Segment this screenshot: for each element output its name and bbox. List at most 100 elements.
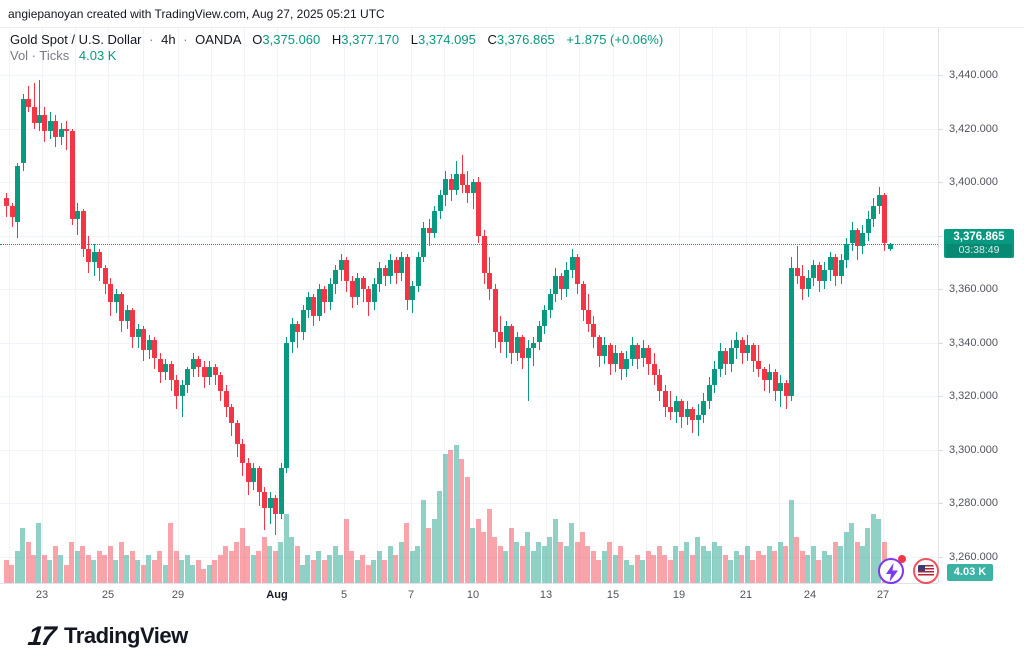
volume-bar: [135, 560, 141, 583]
ohlc-open: O3,375.060: [252, 32, 321, 47]
volume-bar: [157, 550, 163, 583]
candle-body: [135, 329, 141, 338]
ohlc-high: H3,377.170: [331, 32, 400, 47]
grid-line-v: [211, 28, 212, 583]
grid-line-v: [883, 28, 884, 583]
volume-bar: [788, 500, 794, 583]
grid-line-v: [646, 28, 647, 583]
volume-bar: [706, 550, 712, 583]
candle-body: [9, 206, 15, 217]
volume-bar: [464, 477, 470, 583]
volume-bar: [530, 550, 536, 583]
candle-body: [800, 275, 806, 289]
candle-body: [234, 422, 240, 445]
candle-wick: [780, 374, 782, 407]
volume-axis-badge: 4.03 K: [947, 564, 993, 581]
volume-bar: [415, 546, 421, 583]
chart-pane[interactable]: [0, 28, 938, 583]
tradingview-logo[interactable]: 17 TradingView: [26, 619, 188, 653]
attribution-bar: angiepanoyan created with TradingView.co…: [0, 0, 1024, 28]
candle-body: [607, 345, 613, 364]
candle-body: [723, 350, 729, 364]
candle-body: [113, 294, 119, 303]
volume-bar: [173, 550, 179, 583]
candle-body: [547, 294, 553, 311]
volume-bar: [492, 537, 498, 583]
candle-body: [701, 401, 707, 415]
time-axis-label: 13: [539, 589, 553, 601]
grid-line-v: [579, 28, 580, 583]
candle-body: [36, 115, 42, 124]
footer-bar: 17 TradingView: [0, 607, 1024, 665]
candle-wick: [796, 246, 798, 284]
volume-bar: [41, 555, 47, 583]
legend: Gold Spot / U.S. Dollar · 4h · OANDA O3,…: [10, 32, 663, 64]
volume-bar: [360, 555, 366, 583]
candle-body: [525, 347, 531, 359]
candle-body: [399, 256, 405, 273]
candle-body: [509, 326, 515, 354]
volume-bar: [629, 564, 635, 583]
time-axis-label: 10: [466, 589, 480, 601]
volume-bar: [9, 564, 14, 583]
candle-body: [174, 379, 180, 396]
volume-bar: [409, 550, 415, 583]
candle-body: [811, 264, 816, 279]
candle-body: [157, 358, 163, 372]
volume-bar: [234, 541, 240, 583]
price-axis[interactable]: 3,440.0003,420.0003,400.0003,380.0003,36…: [938, 28, 1024, 583]
volume-indicator-label[interactable]: Vol · Ticks: [10, 48, 70, 63]
legend-symbol-row[interactable]: Gold Spot / U.S. Dollar · 4h · OANDA O3,…: [10, 32, 664, 47]
volume-bar: [481, 532, 487, 583]
volume-bar: [256, 550, 261, 583]
volume-bar: [810, 546, 816, 583]
grid-line-v: [143, 28, 144, 583]
legend-volume-row[interactable]: Vol · Ticks 4.03 K: [10, 48, 663, 64]
candle-body: [327, 283, 333, 303]
volume-bar: [766, 546, 772, 583]
candle-body: [262, 492, 267, 509]
volume-bar: [821, 550, 827, 583]
volume-bar: [74, 550, 80, 583]
volume-bar: [805, 555, 810, 583]
candle-body: [344, 259, 350, 281]
volume-bar: [387, 546, 393, 583]
symbol-title[interactable]: Gold Spot / U.S. Dollar: [10, 32, 142, 47]
us-economic-event-flag-icon[interactable]: [913, 558, 939, 584]
candle-body: [564, 270, 569, 289]
candle-body: [86, 248, 92, 263]
grid-line-h: [0, 342, 938, 344]
volume-bar: [569, 523, 574, 583]
candle-body: [53, 120, 59, 137]
candle-body: [684, 409, 690, 418]
candle-body: [245, 462, 251, 482]
candle-body: [58, 128, 64, 137]
candle-body: [695, 414, 701, 421]
volume-bar: [184, 555, 190, 583]
volume-bar: [349, 550, 355, 583]
candle-body: [223, 390, 229, 407]
candle-body: [498, 331, 504, 343]
grid-line-h: [0, 556, 938, 558]
time-axis[interactable]: 23 25 29 Aug 5 7 10 13 15 19 21 24 27: [0, 583, 938, 608]
candle-body: [882, 195, 888, 244]
candle-body: [514, 337, 520, 354]
price-axis-label: 3,400.000: [949, 176, 998, 188]
volume-bar: [667, 560, 673, 583]
time-axis-label: 27: [876, 589, 890, 601]
candle-wick: [472, 179, 474, 209]
timeframe[interactable]: 4h: [161, 32, 176, 47]
candle-body: [640, 347, 646, 359]
candle-wick: [670, 390, 672, 420]
candle-body: [316, 289, 322, 316]
candle-body: [706, 385, 712, 402]
grid-line-v: [244, 28, 245, 583]
volume-bar: [843, 532, 849, 583]
candle-body: [278, 468, 284, 514]
candle-body: [624, 358, 630, 370]
volume-bar: [3, 560, 9, 583]
candle-body: [448, 179, 454, 190]
volume-bar: [91, 560, 97, 583]
grid-line-h: [0, 449, 938, 451]
volume-bar: [838, 546, 843, 583]
